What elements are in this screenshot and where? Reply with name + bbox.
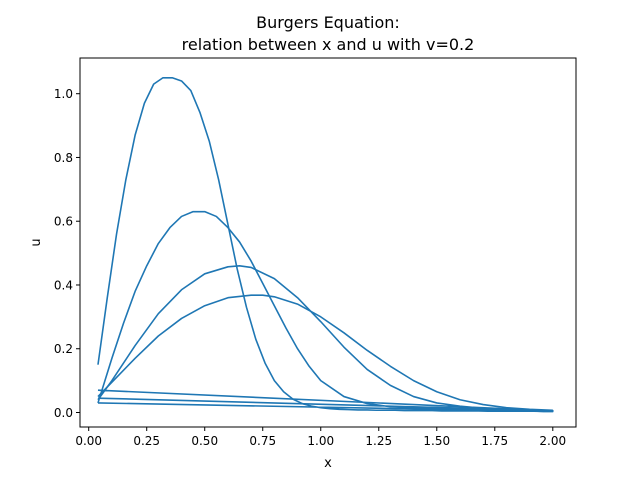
x-tick-label: 0.25 bbox=[133, 434, 160, 448]
y-axis-label: u bbox=[29, 238, 44, 246]
x-tick-label: 1.00 bbox=[307, 434, 334, 448]
y-tick-label: 0.4 bbox=[54, 278, 73, 292]
plot-area bbox=[97, 76, 554, 413]
y-tick-label: 0.6 bbox=[54, 215, 73, 229]
x-tick-label: 0.50 bbox=[191, 434, 218, 448]
x-tick-label: 2.00 bbox=[539, 434, 566, 448]
x-tick-label: 1.50 bbox=[423, 434, 450, 448]
chart-title-line-1: Burgers Equation: bbox=[256, 13, 400, 32]
x-tick-label: 1.75 bbox=[481, 434, 508, 448]
x-tick-label: 0.75 bbox=[249, 434, 276, 448]
x-axis-ticks: 0.00 0.25 0.50 0.75 1.00 1.25 1.50 1.75 2.00 bbox=[75, 427, 566, 448]
y-tick-label: 0.8 bbox=[54, 151, 73, 165]
x-axis-label: x bbox=[324, 456, 332, 471]
series-line-1 bbox=[97, 76, 554, 413]
x-tick-label: 0.00 bbox=[75, 434, 102, 448]
x-tick-label: 1.25 bbox=[365, 434, 392, 448]
y-tick-label: 0.2 bbox=[54, 342, 73, 356]
series-line-4 bbox=[97, 294, 553, 412]
series-line-3 bbox=[97, 265, 554, 412]
y-axis-ticks: 0.0 0.2 0.4 0.6 0.8 1.0 bbox=[54, 87, 80, 420]
series-line-2 bbox=[97, 210, 554, 412]
y-tick-label: 1.0 bbox=[54, 87, 73, 101]
y-tick-label: 0.0 bbox=[54, 406, 73, 420]
axes-frame bbox=[79, 57, 577, 428]
chart-title-line-2: relation between x and u with v=0.2 bbox=[182, 35, 475, 54]
